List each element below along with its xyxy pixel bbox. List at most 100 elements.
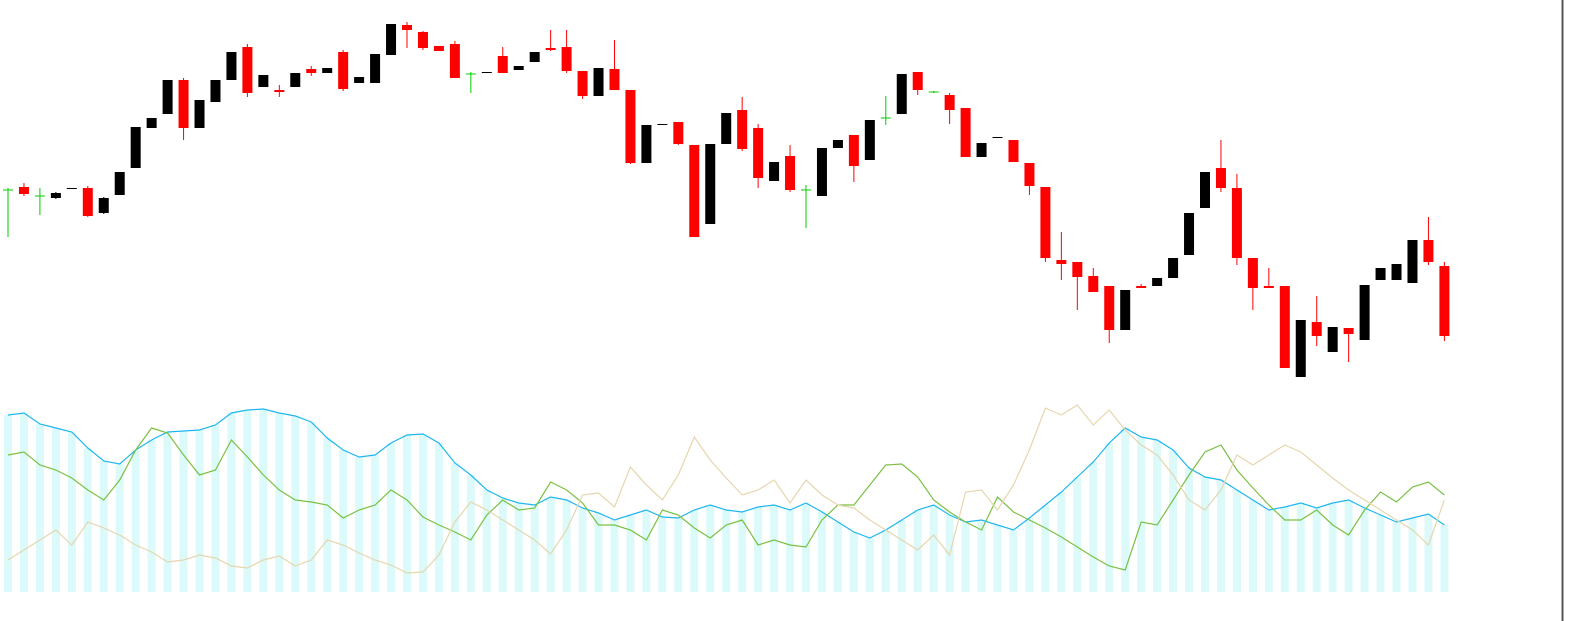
candle-body: [114, 172, 125, 195]
candle-body: [1120, 290, 1131, 330]
candle-body: [960, 108, 971, 157]
histogram-bar: [833, 522, 842, 592]
candle-body: [577, 71, 588, 96]
candle-body: [593, 68, 604, 96]
histogram-bar: [387, 443, 396, 592]
histogram-bar: [1440, 525, 1449, 592]
histogram-bar: [339, 450, 348, 592]
candle-body: [1152, 278, 1163, 286]
histogram-bar: [83, 448, 92, 592]
histogram-bar: [1057, 492, 1066, 592]
candle-body: [3, 189, 13, 191]
histogram-bar: [1137, 437, 1146, 592]
candle-body: [66, 188, 77, 189]
histogram-bar: [1121, 428, 1130, 592]
candle-body: [433, 46, 444, 51]
candle-body: [178, 80, 189, 128]
candle-body: [386, 24, 397, 55]
histogram-bar: [1344, 500, 1353, 592]
histogram-bar: [770, 505, 779, 592]
histogram-bar: [259, 409, 268, 592]
candle-body: [162, 80, 173, 114]
histogram-bar: [1089, 462, 1098, 592]
histogram-bar: [865, 538, 874, 592]
candle-body: [242, 47, 253, 93]
histogram-bar: [4, 415, 12, 592]
histogram-bar: [913, 510, 922, 592]
histogram-bar: [849, 532, 858, 592]
candle-body: [785, 156, 796, 190]
histogram-bar: [323, 438, 332, 592]
candle-body: [465, 73, 476, 75]
histogram-bar: [1009, 530, 1018, 592]
candle-body: [210, 80, 221, 102]
candle-body: [801, 189, 811, 191]
histogram-bar: [1025, 518, 1034, 592]
histogram-bar: [371, 455, 380, 592]
candle-body: [449, 44, 460, 78]
histogram-bar: [1280, 507, 1289, 592]
candle-body: [1104, 286, 1115, 330]
histogram-bar: [131, 450, 140, 592]
candle-body: [753, 128, 764, 178]
candle-body: [1200, 172, 1210, 208]
candle-body: [880, 117, 891, 119]
histogram-bar: [642, 510, 651, 592]
indicator-line: [7, 427, 1445, 571]
histogram-bar: [163, 432, 172, 592]
candle-body: [274, 90, 285, 92]
candle-body: [306, 69, 317, 73]
candle-body: [50, 193, 61, 198]
indicator-line: [7, 404, 1445, 574]
histogram-bar: [1216, 480, 1225, 592]
candle-body: [1295, 320, 1306, 377]
candle-body: [689, 145, 700, 237]
candle-body: [1168, 258, 1179, 278]
candle-body: [1423, 240, 1434, 262]
histogram-bar: [179, 431, 188, 592]
histogram-bar: [1201, 477, 1209, 592]
histogram-bar: [562, 500, 571, 592]
candle-body: [561, 47, 572, 71]
histogram-bar: [147, 440, 156, 592]
candle-body: [1024, 163, 1035, 186]
candle-body: [721, 113, 732, 144]
histogram-bar: [722, 510, 731, 592]
histogram-bar: [434, 443, 443, 592]
candle-body: [864, 120, 875, 160]
histogram-bar: [498, 498, 507, 592]
histogram-bar: [1360, 508, 1369, 592]
histogram-bar: [1408, 518, 1417, 592]
candle-body: [928, 91, 939, 93]
candle-body: [737, 110, 748, 149]
histogram-bar: [514, 503, 523, 592]
candle-body: [290, 73, 301, 87]
histogram-bar: [961, 522, 970, 592]
indicator-panel: [4, 404, 1449, 592]
candle-body: [322, 68, 333, 73]
candle-body: [1359, 285, 1370, 340]
histogram-bar: [977, 520, 986, 592]
candle-body: [1184, 213, 1195, 255]
histogram-bar: [881, 530, 890, 592]
histogram-bar: [1296, 503, 1305, 592]
candle-body: [34, 195, 45, 197]
histogram-bar: [115, 464, 124, 592]
candle-body: [1263, 286, 1274, 288]
candle-body: [912, 72, 923, 90]
candle-body: [1407, 240, 1418, 283]
histogram-bar: [1248, 500, 1257, 592]
histogram-bar: [51, 428, 60, 592]
histogram-bar: [1169, 450, 1178, 592]
candle-body: [545, 48, 556, 50]
histogram-bar: [690, 510, 699, 592]
histogram-bar: [1424, 514, 1433, 592]
candle-body: [1215, 168, 1226, 188]
candle-body: [258, 75, 269, 87]
histogram-bar: [466, 475, 475, 592]
histogram-bar: [594, 513, 603, 592]
candle-body: [417, 32, 428, 48]
histogram-bar: [1392, 522, 1401, 592]
histogram-bar: [1264, 510, 1273, 592]
